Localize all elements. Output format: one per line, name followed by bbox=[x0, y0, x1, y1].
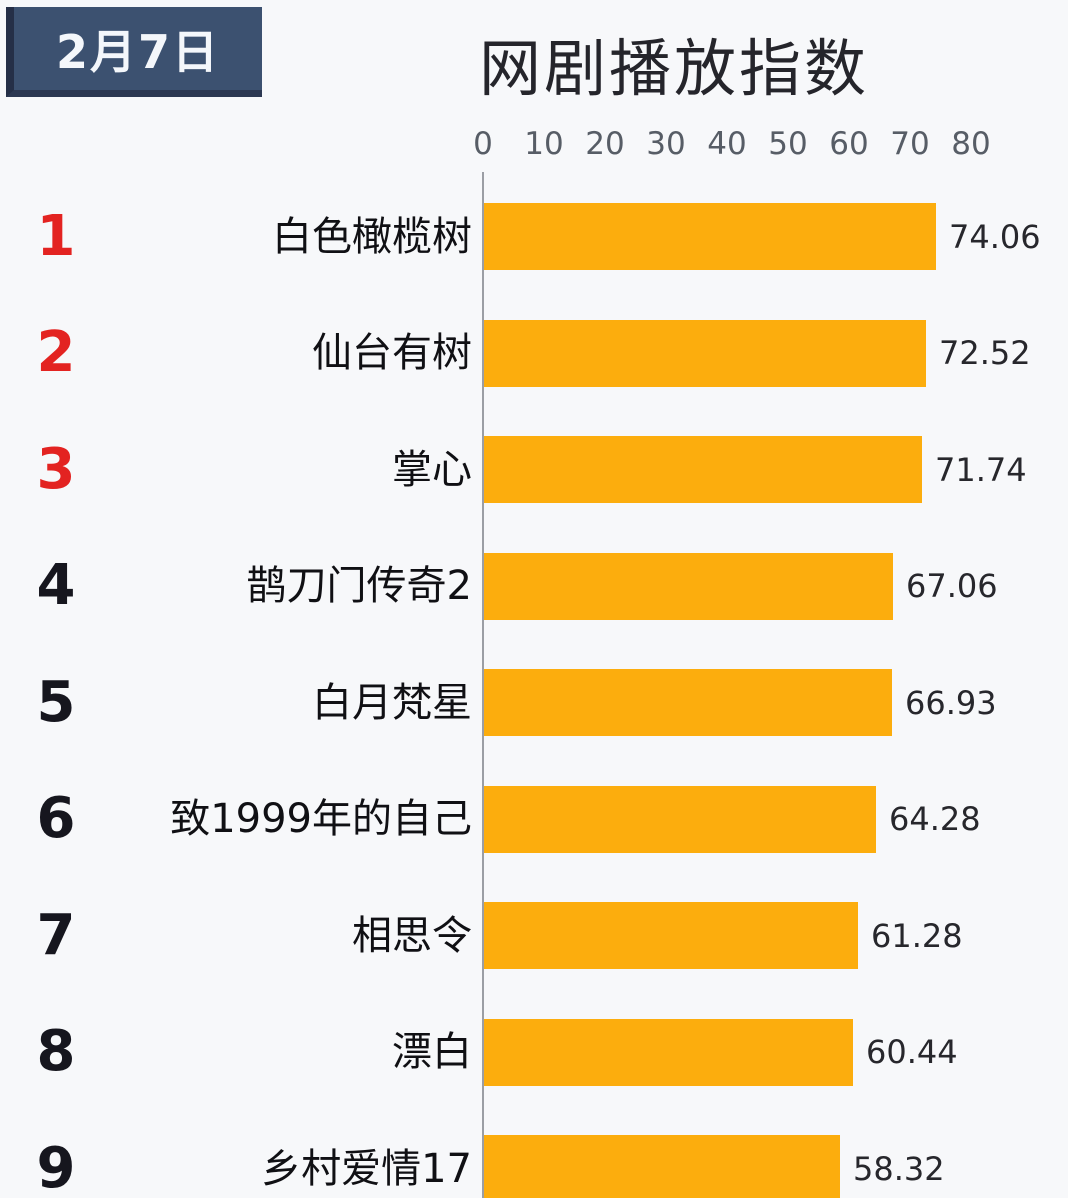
rank-number: 9 bbox=[36, 1135, 76, 1198]
index-bar bbox=[484, 436, 922, 503]
index-bar bbox=[484, 902, 858, 969]
index-bar bbox=[484, 1135, 840, 1198]
index-bar bbox=[484, 669, 892, 736]
rank-number: 1 bbox=[36, 203, 76, 269]
date-badge: 2月7日 bbox=[6, 7, 262, 97]
x-tick-label: 20 bbox=[585, 126, 625, 162]
rank-number: 5 bbox=[36, 669, 76, 735]
index-value-label: 71.74 bbox=[935, 450, 1027, 489]
index-value-label: 58.32 bbox=[853, 1149, 945, 1188]
page-title: 网剧播放指数 bbox=[478, 32, 870, 105]
y-axis-line bbox=[482, 172, 484, 1198]
drama-title-label: 白月梵星 bbox=[312, 679, 472, 726]
x-tick-label: 30 bbox=[646, 126, 686, 162]
index-bar bbox=[484, 203, 936, 270]
drama-title-label: 相思令 bbox=[352, 912, 472, 959]
index-value-label: 61.28 bbox=[871, 916, 963, 955]
index-value-label: 66.93 bbox=[905, 683, 997, 722]
rank-number: 3 bbox=[36, 436, 76, 502]
index-value-label: 60.44 bbox=[866, 1033, 958, 1071]
index-bar bbox=[484, 319, 926, 387]
x-tick-label: 70 bbox=[890, 126, 930, 162]
x-tick-label: 0 bbox=[473, 126, 493, 162]
drama-title-label: 掌心 bbox=[392, 446, 472, 493]
drama-title-label: 白色橄榄树 bbox=[272, 213, 472, 260]
rank-number: 2 bbox=[36, 320, 76, 385]
drama-title-label: 致1999年的自己 bbox=[170, 796, 472, 842]
drama-title-label: 仙台有树 bbox=[312, 330, 472, 376]
index-value-label: 64.28 bbox=[889, 800, 981, 838]
index-bar bbox=[484, 1018, 853, 1086]
index-value-label: 67.06 bbox=[906, 567, 998, 605]
drama-title-label: 乡村爱情17 bbox=[261, 1145, 472, 1192]
x-tick-label: 80 bbox=[951, 126, 991, 162]
index-value-label: 72.52 bbox=[939, 334, 1031, 372]
x-tick-label: 40 bbox=[707, 126, 747, 162]
x-tick-label: 10 bbox=[524, 126, 564, 162]
drama-title-label: 鹊刀门传奇2 bbox=[246, 563, 472, 609]
index-bar bbox=[484, 785, 876, 853]
rank-number: 4 bbox=[36, 553, 76, 618]
x-tick-label: 50 bbox=[768, 126, 808, 162]
rank-number: 7 bbox=[36, 902, 76, 968]
x-tick-label: 60 bbox=[829, 126, 869, 162]
index-value-label: 74.06 bbox=[949, 217, 1041, 256]
rank-number: 8 bbox=[36, 1019, 76, 1084]
rank-number: 6 bbox=[36, 786, 76, 851]
drama-title-label: 漂白 bbox=[392, 1029, 472, 1075]
index-bar bbox=[484, 552, 893, 620]
